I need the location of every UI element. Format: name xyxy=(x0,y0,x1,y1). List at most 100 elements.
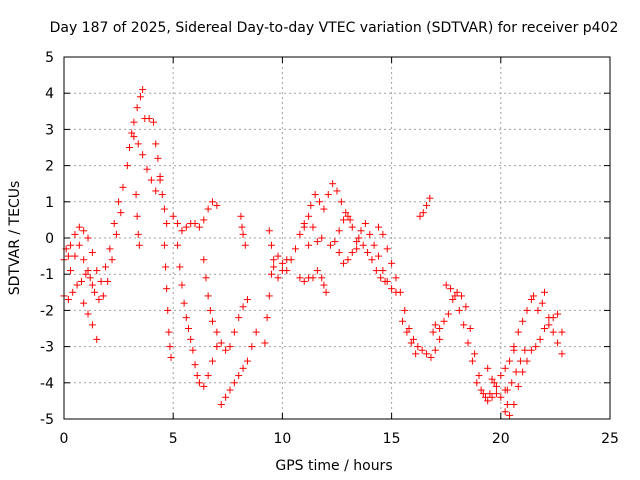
data-point xyxy=(468,357,476,365)
y-tick-label: -5 xyxy=(40,412,54,428)
data-point xyxy=(136,93,144,101)
data-point xyxy=(300,277,308,285)
data-point xyxy=(501,364,509,372)
data-point xyxy=(180,299,188,307)
data-point xyxy=(82,270,90,278)
data-point xyxy=(364,248,372,256)
data-point xyxy=(191,220,199,228)
data-point xyxy=(326,241,334,249)
data-point xyxy=(497,372,505,380)
data-point xyxy=(64,296,72,304)
data-point xyxy=(226,386,234,394)
data-point xyxy=(169,212,177,220)
data-point xyxy=(318,234,326,242)
data-point xyxy=(506,357,514,365)
data-point xyxy=(154,154,162,162)
data-point xyxy=(115,198,123,206)
data-point xyxy=(335,248,343,256)
data-point xyxy=(93,335,101,343)
data-point xyxy=(200,256,208,264)
data-point xyxy=(133,104,141,112)
data-point xyxy=(209,317,217,325)
data-point xyxy=(392,274,400,282)
data-point xyxy=(440,317,448,325)
data-point xyxy=(381,277,389,285)
data-point xyxy=(453,288,461,296)
data-point xyxy=(488,393,496,401)
data-point xyxy=(388,259,396,267)
data-point xyxy=(492,382,500,390)
data-point xyxy=(99,292,107,300)
data-point xyxy=(431,346,439,354)
y-tick-label: 2 xyxy=(45,159,54,175)
data-point xyxy=(514,382,522,390)
data-point xyxy=(213,328,221,336)
data-point xyxy=(178,227,186,235)
y-tick-label: 0 xyxy=(45,231,54,247)
data-point xyxy=(449,296,457,304)
data-point xyxy=(318,274,326,282)
data-point xyxy=(164,306,172,314)
data-point xyxy=(296,274,304,282)
data-point xyxy=(355,234,363,242)
data-point xyxy=(84,234,92,242)
data-point xyxy=(152,187,160,195)
data-point xyxy=(436,325,444,332)
data-point xyxy=(464,339,472,347)
data-point xyxy=(167,353,175,361)
data-point xyxy=(451,292,459,300)
data-point xyxy=(436,335,444,343)
data-points xyxy=(60,86,566,419)
data-point xyxy=(527,346,535,354)
data-point xyxy=(558,350,566,358)
x-tick-label: 5 xyxy=(169,431,178,447)
data-point xyxy=(200,216,208,224)
data-point xyxy=(84,310,92,318)
data-point xyxy=(490,379,498,387)
data-point xyxy=(486,390,494,398)
data-point xyxy=(106,245,114,253)
data-point xyxy=(93,267,101,275)
data-point xyxy=(152,140,160,148)
grid xyxy=(64,57,610,419)
data-point xyxy=(163,220,171,228)
data-point xyxy=(213,201,221,209)
data-point xyxy=(510,343,518,351)
data-point xyxy=(484,364,492,372)
data-point xyxy=(508,379,516,387)
data-point xyxy=(305,241,313,249)
data-point xyxy=(88,321,96,329)
data-point xyxy=(488,375,496,383)
data-point xyxy=(241,241,249,249)
data-point xyxy=(342,209,350,217)
data-point xyxy=(348,223,356,231)
data-point xyxy=(239,230,247,238)
data-point xyxy=(353,238,361,246)
data-point xyxy=(309,223,317,231)
data-point xyxy=(322,288,330,296)
data-point xyxy=(174,220,182,228)
data-point xyxy=(165,328,173,336)
data-point xyxy=(174,241,182,249)
data-point xyxy=(340,216,348,224)
data-point xyxy=(516,357,524,365)
data-point xyxy=(71,252,79,260)
data-point xyxy=(222,393,230,401)
data-point xyxy=(206,306,214,314)
data-point xyxy=(344,256,352,264)
data-point xyxy=(97,277,105,285)
data-point xyxy=(460,321,468,329)
data-point xyxy=(333,187,341,195)
x-tick-label: 10 xyxy=(273,431,291,447)
data-point xyxy=(501,408,509,416)
data-point xyxy=(195,379,203,387)
y-tick-label: -4 xyxy=(40,376,54,392)
data-point xyxy=(150,118,158,126)
data-point xyxy=(274,252,282,260)
data-point xyxy=(549,328,557,336)
data-point xyxy=(545,314,553,322)
data-point xyxy=(558,328,566,336)
data-point xyxy=(536,335,544,343)
data-point xyxy=(283,256,291,264)
data-point xyxy=(388,285,396,293)
